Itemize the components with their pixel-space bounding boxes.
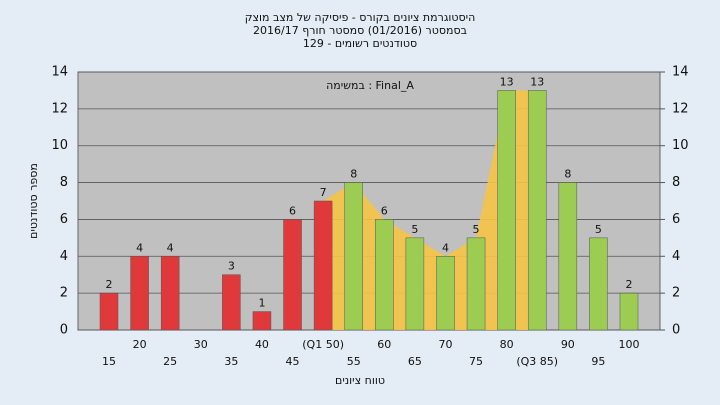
- bar: [252, 311, 272, 331]
- x-tick-label: (Q3 85): [516, 355, 558, 368]
- y2-tick-label: 10: [672, 138, 689, 153]
- bar: [589, 237, 608, 331]
- value-label: 1: [258, 297, 265, 310]
- value-label: 8: [564, 168, 571, 181]
- bar: [375, 219, 394, 331]
- y2-tick-label: 12: [672, 101, 689, 116]
- bar: [283, 219, 302, 331]
- bar: [313, 200, 333, 331]
- y-tick-label: 6: [60, 212, 68, 227]
- bar: [130, 256, 149, 331]
- y-tick-label: 2: [60, 286, 68, 301]
- y2-tick-label: 6: [672, 212, 680, 227]
- y-tick-label: 4: [60, 249, 68, 264]
- value-label: 2: [106, 278, 113, 291]
- value-label: 8: [350, 168, 357, 181]
- x-tick-label: 75: [469, 355, 483, 368]
- x-tick-label: 90: [561, 338, 575, 351]
- x-tick-label: 45: [286, 355, 300, 368]
- value-label: 5: [595, 223, 602, 236]
- x-tick-label: 60: [377, 338, 391, 351]
- bar: [344, 182, 363, 331]
- value-label: 7: [320, 186, 327, 199]
- x-tick-label: 15: [102, 355, 116, 368]
- x-tick-label: 70: [438, 338, 452, 351]
- x-tick-label: 40: [255, 338, 269, 351]
- value-label: 4: [442, 241, 449, 254]
- y-tick-label: 8: [60, 175, 68, 190]
- annotation: במשימה : Final_A: [326, 79, 414, 92]
- subtitle: בסמסטר (01/2016) סמסטר חורף 2016/17: [253, 24, 467, 37]
- bar: [222, 274, 241, 331]
- x-tick-label: 25: [163, 355, 177, 368]
- value-label: 4: [167, 241, 174, 254]
- x-tick-label: 100: [619, 338, 640, 351]
- value-label: 13: [530, 75, 544, 88]
- y2-tick-label: 0: [672, 323, 680, 338]
- x-tick-label: 95: [591, 355, 605, 368]
- y-tick-label: 10: [51, 138, 68, 153]
- x-tick-label: 35: [224, 355, 238, 368]
- chart-title: היסטוגרמת ציונים בקורס - פיסיקה של מצב מ…: [245, 11, 476, 24]
- value-label: 5: [411, 223, 418, 236]
- x-tick-label: 30: [194, 338, 208, 351]
- x-tick-label: 55: [347, 355, 361, 368]
- bar: [466, 237, 486, 331]
- value-label: 6: [289, 204, 296, 217]
- y2-tick-label: 2: [672, 286, 680, 301]
- bar: [160, 256, 180, 331]
- bar: [619, 292, 639, 331]
- bar: [558, 182, 578, 331]
- y-tick-label: 0: [60, 323, 68, 338]
- value-label: 2: [626, 278, 633, 291]
- bar: [436, 256, 455, 331]
- x-tick-label: 80: [500, 338, 514, 351]
- bar: [527, 90, 547, 331]
- bar: [99, 292, 119, 331]
- y-tick-label: 12: [51, 101, 68, 116]
- value-label: 13: [500, 75, 514, 88]
- bar: [405, 237, 425, 331]
- y-axis-label: מספר סטודנטים: [27, 163, 40, 239]
- y2-tick-label: 4: [672, 249, 680, 264]
- bar: [497, 90, 516, 331]
- subtitle: סטודנטים רשומים - 129: [303, 37, 417, 50]
- value-label: 3: [228, 260, 235, 273]
- y2-tick-label: 14: [672, 65, 689, 80]
- x-axis-label: טווח ציונים: [335, 374, 385, 387]
- value-label: 5: [473, 223, 480, 236]
- x-tick-label: 65: [408, 355, 422, 368]
- value-label: 6: [381, 204, 388, 217]
- value-label: 4: [136, 241, 143, 254]
- y-tick-label: 14: [51, 65, 68, 80]
- x-tick-label: (Q1 50): [302, 338, 344, 351]
- x-tick-label: 20: [133, 338, 147, 351]
- y2-tick-label: 8: [672, 175, 680, 190]
